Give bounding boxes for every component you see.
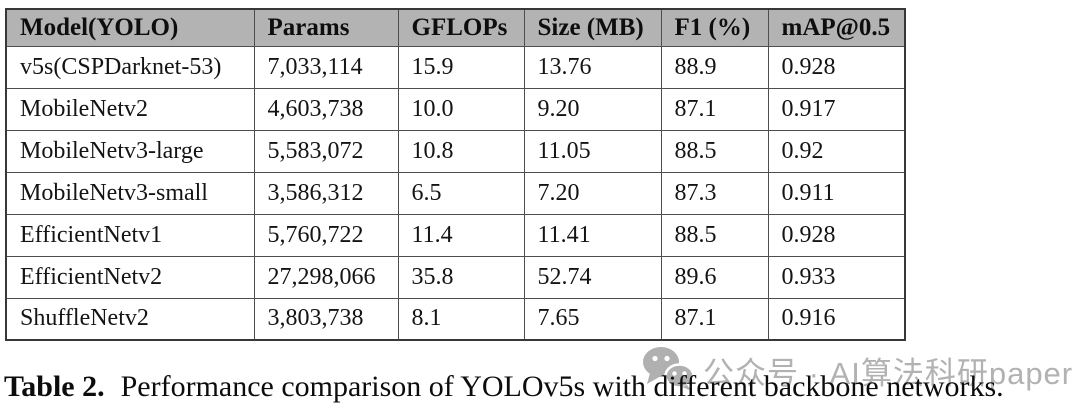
column-header-size: Size (MB): [523, 8, 662, 47]
cell-f1: 88.5: [660, 129, 769, 173]
cell-map: 0.92: [767, 129, 906, 173]
cell-gflops: 10.8: [397, 129, 525, 173]
cell-size: 11.41: [523, 213, 662, 257]
table-row: EfficientNetv1 5,760,722 11.4 11.41 88.5…: [5, 213, 906, 257]
cell-f1: 87.1: [660, 297, 769, 341]
cell-gflops: 10.0: [397, 87, 525, 131]
column-header-map: mAP@0.5: [767, 8, 906, 47]
cell-gflops: 11.4: [397, 213, 525, 257]
cell-gflops: 35.8: [397, 255, 525, 299]
cell-params: 3,803,738: [253, 297, 399, 341]
table-caption: Table 2. Performance comparison of YOLOv5…: [4, 368, 1080, 406]
table-row: MobileNetv3-small 3,586,312 6.5 7.20 87.…: [5, 171, 906, 215]
cell-size: 9.20: [523, 87, 662, 131]
cell-gflops: 8.1: [397, 297, 525, 341]
results-table: Model(YOLO) Params GFLOPs Size (MB) F1 (…: [5, 8, 906, 341]
column-header-params: Params: [253, 8, 399, 47]
cell-model: EfficientNetv1: [5, 213, 255, 257]
cell-params: 5,760,722: [253, 213, 399, 257]
cell-model: MobileNetv3-small: [5, 171, 255, 215]
cell-model: ShuffleNetv2: [5, 297, 255, 341]
caption-label: Table 2.: [4, 370, 105, 403]
cell-gflops: 15.9: [397, 45, 525, 89]
cell-params: 7,033,114: [253, 45, 399, 89]
cell-gflops: 6.5: [397, 171, 525, 215]
cell-map: 0.928: [767, 213, 906, 257]
column-header-model: Model(YOLO): [5, 8, 255, 47]
cell-params: 27,298,066: [253, 255, 399, 299]
column-header-f1: F1 (%): [660, 8, 769, 47]
table-row: MobileNetv3-large 5,583,072 10.8 11.05 8…: [5, 129, 906, 173]
cell-model: MobileNetv3-large: [5, 129, 255, 173]
cell-f1: 89.6: [660, 255, 769, 299]
cell-map: 0.916: [767, 297, 906, 341]
cell-f1: 88.9: [660, 45, 769, 89]
column-header-gflops: GFLOPs: [397, 8, 525, 47]
caption-text: Performance comparison of YOLOv5s with d…: [120, 370, 1004, 403]
cell-params: 4,603,738: [253, 87, 399, 131]
cell-map: 0.933: [767, 255, 906, 299]
cell-size: 7.20: [523, 171, 662, 215]
cell-f1: 88.5: [660, 213, 769, 257]
table-row: v5s(CSPDarknet-53) 7,033,114 15.9 13.76 …: [5, 45, 906, 89]
cell-map: 0.928: [767, 45, 906, 89]
cell-model: MobileNetv2: [5, 87, 255, 131]
cell-size: 13.76: [523, 45, 662, 89]
cell-size: 52.74: [523, 255, 662, 299]
cell-params: 3,586,312: [253, 171, 399, 215]
cell-map: 0.917: [767, 87, 906, 131]
table-row: EfficientNetv2 27,298,066 35.8 52.74 89.…: [5, 255, 906, 299]
cell-model: EfficientNetv2: [5, 255, 255, 299]
header-row: Model(YOLO) Params GFLOPs Size (MB) F1 (…: [5, 8, 906, 47]
cell-f1: 87.3: [660, 171, 769, 215]
cell-params: 5,583,072: [253, 129, 399, 173]
cell-f1: 87.1: [660, 87, 769, 131]
table-row: MobileNetv2 4,603,738 10.0 9.20 87.1 0.9…: [5, 87, 906, 131]
table-row: ShuffleNetv2 3,803,738 8.1 7.65 87.1 0.9…: [5, 297, 906, 341]
cell-model: v5s(CSPDarknet-53): [5, 45, 255, 89]
cell-map: 0.911: [767, 171, 906, 215]
cell-size: 7.65: [523, 297, 662, 341]
cell-size: 11.05: [523, 129, 662, 173]
